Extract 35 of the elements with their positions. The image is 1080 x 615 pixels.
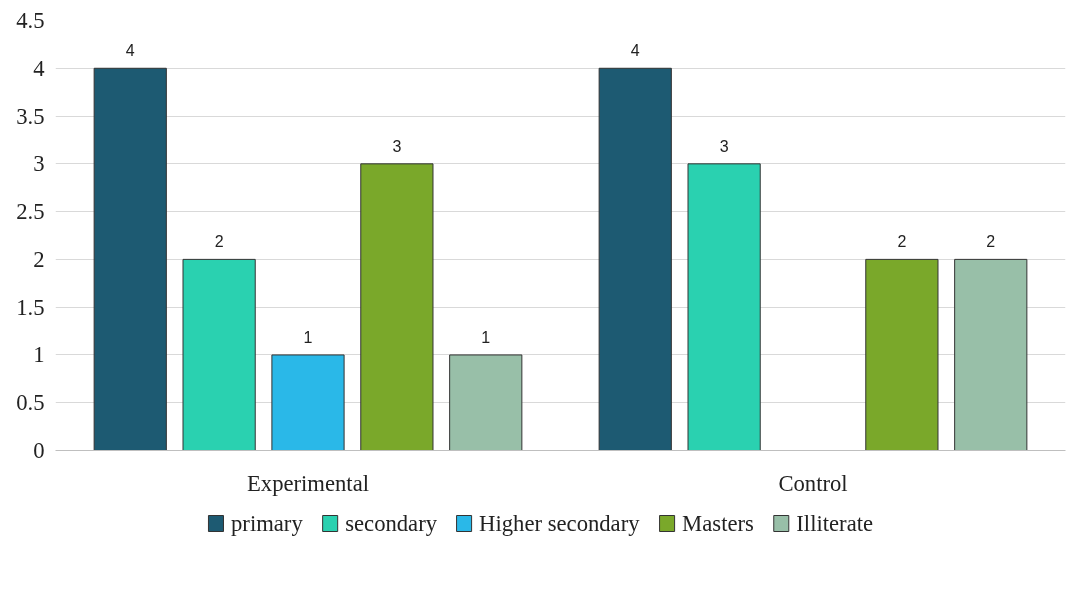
legend-label: Illiterate [796,511,874,536]
y-tick-label: 0 [33,438,45,463]
x-tick-label: Experimental [246,470,370,496]
y-tick-label: 1.5 [16,294,45,320]
bar [93,67,167,451]
bar [598,67,672,451]
bar [271,354,345,451]
data-label: 3 [392,137,402,155]
bar [865,258,939,451]
bar [449,354,523,451]
y-tick-label: 3 [33,151,45,177]
bar [687,163,761,451]
data-label: 4 [125,42,135,60]
y-tick-label: 2 [33,246,45,272]
y-tick-label: 0.5 [16,390,45,416]
legend-label: Masters [682,511,754,536]
y-tick-label: 3.5 [16,103,45,129]
legend-label: secondary [345,511,438,536]
data-label: 2 [214,233,224,251]
data-label: 1 [303,328,313,346]
bar [182,258,256,451]
y-tick-label: 4.5 [16,8,45,33]
legend-label: Higher secondary [479,511,641,536]
legend-label: primary [231,511,304,536]
bar [360,163,434,451]
y-tick-label: 1 [33,342,45,368]
data-label: 2 [897,233,907,251]
data-label: 4 [630,42,640,60]
data-label: 2 [986,233,996,251]
data-label: 3 [719,137,729,155]
data-label: 1 [481,328,491,346]
y-tick-label: 2.5 [16,199,45,225]
x-tick-label: Control [778,470,848,496]
y-tick-label: 4 [33,55,45,81]
bar [954,258,1028,451]
